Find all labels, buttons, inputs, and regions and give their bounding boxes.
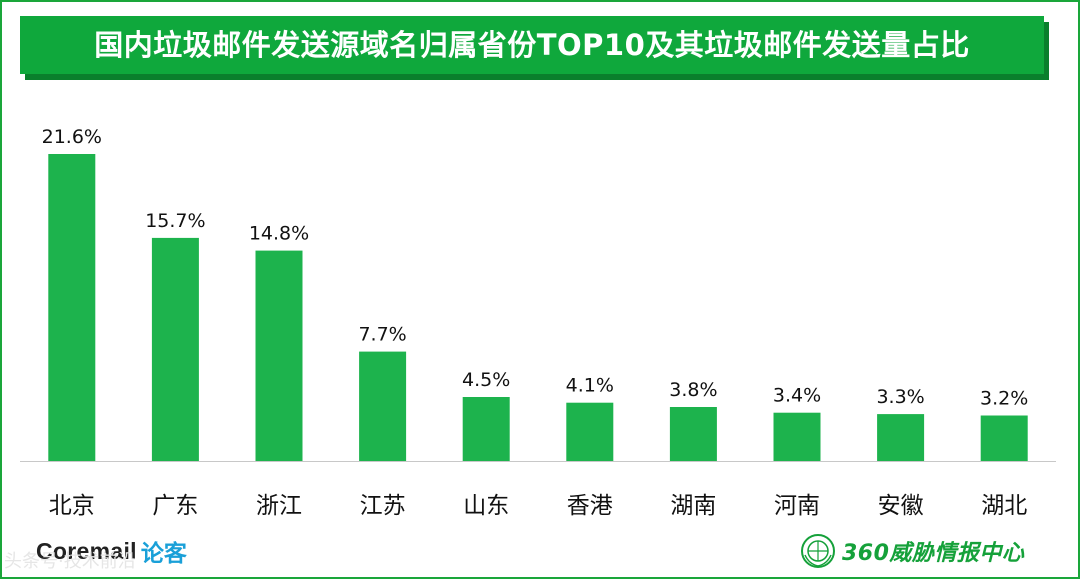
un-emblem-icon	[801, 534, 835, 568]
category-label-5: 香港	[567, 493, 613, 519]
bar-6	[669, 407, 717, 461]
bar-2	[255, 250, 303, 461]
bar-3	[359, 351, 407, 461]
category-label-1: 广东	[152, 493, 198, 519]
watermark-text: 头条号·技术前沿	[4, 551, 136, 572]
category-label-2: 浙江	[256, 493, 302, 519]
bar-4	[462, 397, 510, 461]
bar-8	[877, 414, 925, 461]
coremail-cn-text: 论客	[140, 541, 187, 567]
bar-5	[566, 402, 614, 461]
bar-9	[980, 415, 1028, 461]
data-label-4: 4.5%	[462, 369, 510, 391]
category-label-8: 安徽	[878, 493, 924, 519]
category-label-4: 山东	[463, 493, 509, 519]
bar-1	[151, 237, 199, 461]
category-label-3: 江苏	[360, 493, 406, 519]
data-label-8: 3.3%	[876, 386, 924, 408]
coremail-text: Coremail	[36, 537, 137, 564]
data-label-5: 4.1%	[566, 375, 614, 397]
bar-7	[773, 412, 821, 461]
data-label-7: 3.4%	[773, 385, 821, 407]
threat-center-logo: 360威胁情报中心	[800, 532, 1024, 570]
threat-center-text: 360威胁情报中心	[842, 541, 1025, 566]
data-label-9: 3.2%	[980, 388, 1028, 410]
category-label-7: 河南	[774, 493, 820, 519]
category-label-6: 湖南	[670, 493, 716, 519]
coremail-logo: Coremail 论客	[36, 536, 187, 568]
data-label-6: 3.8%	[669, 379, 717, 401]
title-banner: 国内垃圾邮件发送源域名归属省份TOP10及其垃圾邮件发送量占比	[20, 16, 1044, 74]
category-label-0: 北京	[49, 493, 95, 519]
bar-0	[48, 154, 96, 461]
chart-title: 国内垃圾邮件发送源域名归属省份TOP10及其垃圾邮件发送量占比	[94, 28, 970, 62]
data-label-2: 14.8%	[249, 223, 309, 245]
category-label-9: 湖北	[981, 493, 1027, 519]
data-label-1: 15.7%	[145, 210, 205, 232]
data-label-3: 7.7%	[358, 324, 406, 346]
data-label-0: 21.6%	[42, 126, 102, 148]
